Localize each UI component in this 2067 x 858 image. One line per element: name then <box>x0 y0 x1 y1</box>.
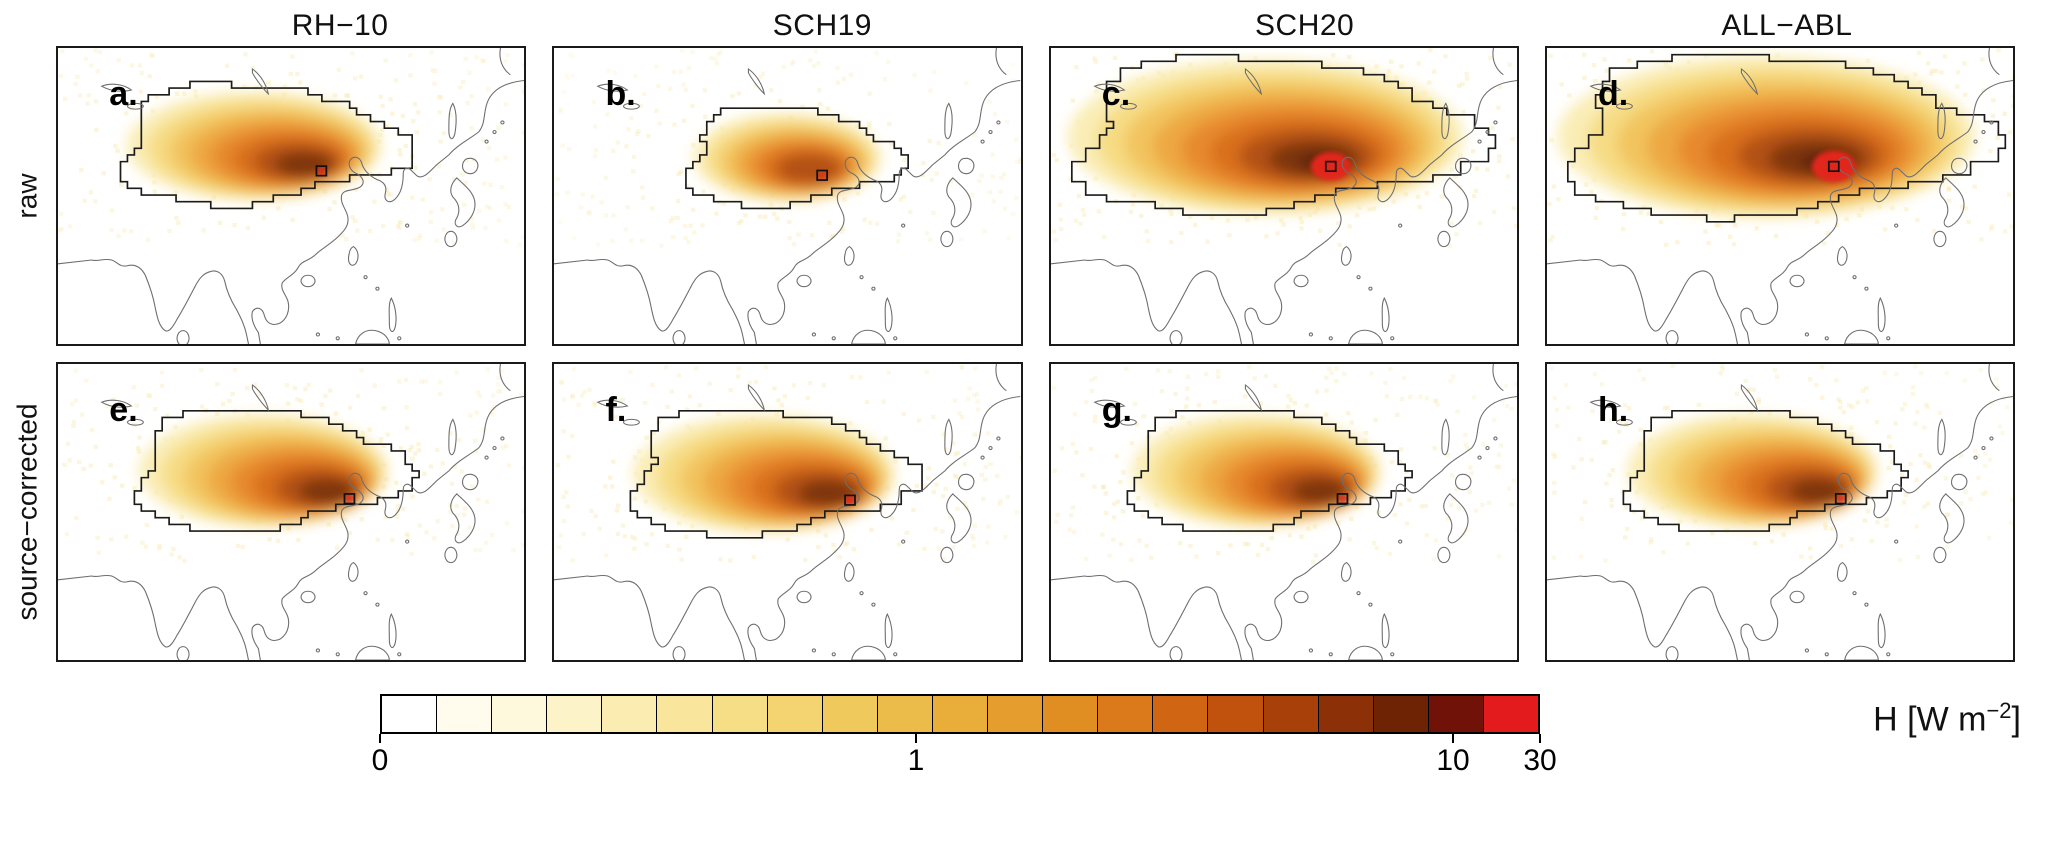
panel-letter-a: a. <box>109 74 138 113</box>
map-f <box>554 364 1021 660</box>
map-a <box>58 48 525 344</box>
panel-letter-c: c. <box>1101 74 1131 113</box>
panel-letter-d: d. <box>1598 74 1629 113</box>
colorbar-tick-0: 0 <box>371 744 389 777</box>
colorbar-segment <box>601 696 657 732</box>
panel-letter-e: e. <box>109 390 138 429</box>
colorbar-segment <box>876 696 932 732</box>
row-raw: raw a. b. c. d. <box>0 46 2067 346</box>
colorbar-segment <box>1097 696 1153 732</box>
colorbar-label: H [W m−2] <box>1873 698 2021 739</box>
colorbar-segment <box>987 696 1043 732</box>
panel-letter-f: f. <box>605 390 627 429</box>
panel-e: e. <box>56 362 527 662</box>
colorbar-segment <box>1482 696 1538 732</box>
column-titles: RH−10 SCH19 SCH20 ALL−ABL <box>0 6 2067 46</box>
column-title-sch19: SCH19 <box>772 9 872 42</box>
colorbar-segment <box>1317 696 1373 732</box>
panel-letter-b: b. <box>605 74 636 113</box>
panel-d: d. <box>1544 46 2015 346</box>
panel-g: g. <box>1048 362 1519 662</box>
colorbar-segment <box>436 696 492 732</box>
colorbar-segment <box>546 696 602 732</box>
colorbar-tickmark <box>914 734 917 743</box>
colorbar-tickmark <box>1539 734 1541 743</box>
colorbar-segment <box>1207 696 1263 732</box>
map-c <box>1050 48 1517 344</box>
colorbar-segment <box>711 696 767 732</box>
row-label-raw: raw <box>12 173 43 219</box>
colorbar-tick-30: 30 <box>1523 744 1557 777</box>
colorbar-segment <box>1042 696 1098 732</box>
map-e <box>58 364 525 660</box>
colorbar-segment <box>821 696 877 732</box>
panel-f: f. <box>552 362 1023 662</box>
colorbar-segment <box>1372 696 1428 732</box>
map-g <box>1050 364 1517 660</box>
map-b <box>554 48 1021 344</box>
colorbar-tickmark <box>379 734 381 743</box>
colorbar-segment <box>931 696 988 732</box>
colorbar-segment <box>1152 696 1208 732</box>
map-h <box>1546 364 2013 660</box>
colorbar-tickmark <box>1452 734 1454 743</box>
panel-b: b. <box>552 46 1023 346</box>
colorbar-segment <box>1427 696 1483 732</box>
colorbar <box>380 694 1540 734</box>
colorbar-tick-10: 10 <box>1436 744 1470 777</box>
colorbar-ticks: 0 1 10 30 <box>372 734 1557 784</box>
column-title-rh10: RH−10 <box>291 9 389 42</box>
panel-a: a. <box>56 46 527 346</box>
row-label-source-corrected: source−corrected <box>12 403 44 621</box>
map-d <box>1546 48 2013 344</box>
panel-letter-h: h. <box>1598 390 1629 429</box>
colorbar-segment <box>766 696 822 732</box>
column-title-sch20: SCH20 <box>1255 9 1355 42</box>
colorbar-segment <box>656 696 712 732</box>
panel-letter-g: g. <box>1101 390 1132 429</box>
colorbar-segment <box>1262 696 1318 732</box>
column-title-allabl: ALL−ABL <box>1721 9 1853 42</box>
colorbar-tick-1: 1 <box>907 744 925 777</box>
colorbar-area: 0 1 10 30 H [W m−2] <box>0 690 2067 830</box>
colorbar-segment <box>382 696 437 732</box>
colorbar-segment <box>491 696 547 732</box>
row-source-corrected: source−corrected e. f. g. h. <box>0 362 2067 662</box>
panel-h: h. <box>1544 362 2015 662</box>
panel-c: c. <box>1048 46 1519 346</box>
